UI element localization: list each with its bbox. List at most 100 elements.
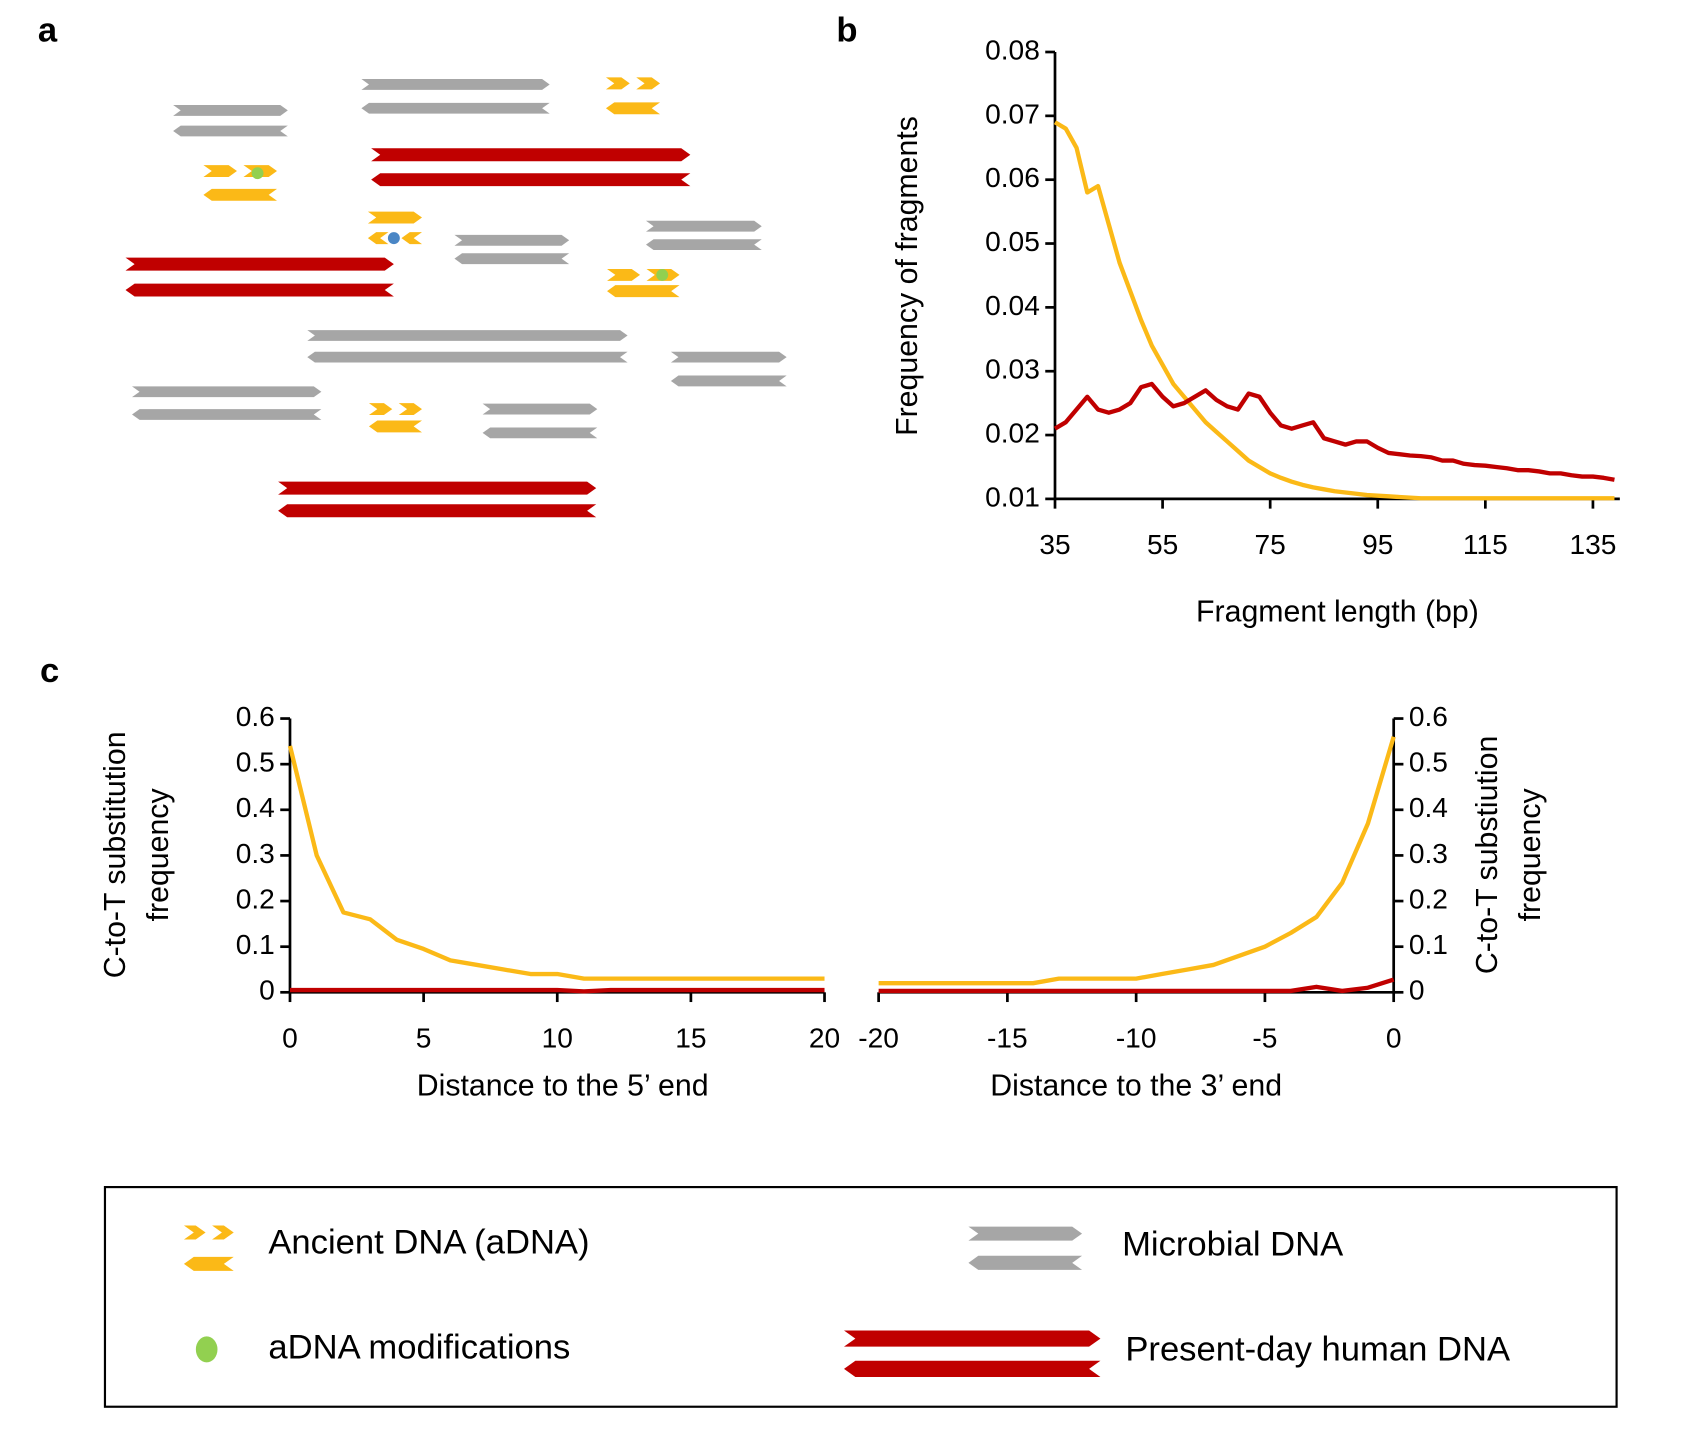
dna-strand <box>183 1256 234 1271</box>
y-tick-label: 0.5 <box>1409 747 1448 778</box>
data-line <box>878 736 1396 986</box>
y-axis-label: frequency <box>142 788 175 922</box>
x-axis-label: Distance to the 5’ end <box>417 1070 709 1103</box>
y-axis-label: C-to-T substitution <box>99 731 132 978</box>
dna-strand <box>401 232 422 245</box>
dna-strand <box>132 409 322 420</box>
x-tick-label: 0 <box>282 1022 298 1053</box>
dna-strand <box>607 285 680 298</box>
y-axis-label: C-to-T substiution <box>1471 736 1504 974</box>
x-axis-label: Distance to the 3’ end <box>990 1070 1282 1103</box>
legend-label: Microbial DNA <box>1122 1226 1344 1264</box>
dna-strand <box>670 351 787 363</box>
x-tick-label: 0 <box>1386 1022 1402 1053</box>
dna-strand <box>607 268 641 281</box>
x-tick-label: 55 <box>1147 529 1178 560</box>
data-line <box>289 987 825 994</box>
dna-strand <box>212 1225 234 1240</box>
panel-label: c <box>40 652 59 690</box>
dna-strand <box>368 403 393 416</box>
y-tick-label: 0.5 <box>236 747 275 778</box>
y-tick-label: 0.3 <box>236 838 275 869</box>
dna-strand <box>968 1226 1083 1241</box>
x-tick-label: 95 <box>1362 529 1393 560</box>
data-line <box>287 745 825 981</box>
dna-strand <box>645 239 762 251</box>
x-tick-label: 15 <box>675 1022 706 1053</box>
modification-dot <box>656 268 669 281</box>
y-tick-label: 0.08 <box>985 34 1040 65</box>
dna-diagram <box>125 77 787 518</box>
y-axis-label: frequency <box>1514 788 1547 922</box>
x-axis-label: Fragment length (bp) <box>1196 596 1479 629</box>
x-tick-label: -15 <box>987 1022 1028 1053</box>
x-tick-label: 75 <box>1255 529 1286 560</box>
dna-strand <box>605 102 661 115</box>
dna-strand <box>968 1255 1083 1270</box>
dna-strand <box>482 403 598 415</box>
y-tick-label: 0.06 <box>985 162 1040 193</box>
dna-strand <box>670 375 787 387</box>
y-tick-label: 0.01 <box>985 481 1040 512</box>
x-tick-label: 20 <box>809 1022 840 1053</box>
dna-strand <box>125 257 394 271</box>
x-tick-label: 35 <box>1039 529 1070 560</box>
legend-label: Present-day human DNA <box>1125 1331 1511 1369</box>
dna-strand <box>125 283 394 297</box>
x-tick-label: -20 <box>858 1022 899 1053</box>
dna-strand <box>183 1225 206 1240</box>
y-tick-label: 0 <box>1409 975 1425 1006</box>
x-tick-label: 5 <box>416 1022 432 1053</box>
y-tick-label: 0.6 <box>236 701 275 732</box>
dna-strand <box>367 211 422 224</box>
modification-dot <box>195 1336 218 1363</box>
data-line <box>1053 381 1615 482</box>
dna-strand <box>361 79 550 90</box>
y-tick-label: 0.6 <box>1409 701 1448 732</box>
dna-strand <box>368 420 422 433</box>
dna-strand <box>203 165 237 177</box>
dna-strand <box>278 504 597 518</box>
x-tick-label: 10 <box>542 1022 573 1053</box>
modification-dot <box>387 232 400 245</box>
dna-strand <box>307 330 628 341</box>
legend-box <box>103 1185 1618 1408</box>
legend-label: Ancient DNA (aDNA) <box>268 1224 589 1262</box>
y-tick-label: 0.03 <box>985 354 1040 385</box>
dna-strand <box>398 403 422 416</box>
dna-strand <box>132 386 322 398</box>
dna-strand <box>371 173 691 187</box>
dna-strand <box>454 253 570 265</box>
dna-strand <box>361 102 550 114</box>
modification-dot <box>251 167 264 180</box>
panel-label: a <box>38 12 58 50</box>
x-tick-label: 135 <box>1569 529 1616 560</box>
data-line <box>878 977 1395 994</box>
dna-strand <box>605 77 630 90</box>
x-tick-label: -5 <box>1252 1022 1277 1053</box>
y-tick-label: 0.07 <box>985 98 1040 129</box>
y-tick-label: 0 <box>259 975 275 1006</box>
y-axis-label: Frequency of fragments <box>891 116 924 436</box>
data-line <box>1053 120 1615 501</box>
dna-strand <box>636 77 661 90</box>
y-tick-label: 0.2 <box>236 883 275 914</box>
dna-strand <box>278 481 597 495</box>
dna-strand <box>844 1360 1101 1377</box>
y-tick-label: 0.4 <box>1409 792 1448 823</box>
dna-strand <box>844 1330 1101 1347</box>
x-tick-label: 115 <box>1463 529 1508 560</box>
dna-strand <box>307 351 628 363</box>
y-tick-label: 0.1 <box>236 929 275 960</box>
dna-strand <box>645 220 762 232</box>
y-tick-label: 0.1 <box>1409 929 1448 960</box>
dna-strand <box>173 105 288 116</box>
y-tick-label: 0.04 <box>985 290 1040 321</box>
dna-strand <box>203 188 278 201</box>
legend-label: aDNA modifications <box>268 1329 570 1367</box>
dna-strand <box>482 427 598 439</box>
y-tick-label: 0.3 <box>1409 838 1448 869</box>
legend-icons <box>183 1225 1101 1377</box>
y-tick-label: 0.05 <box>985 226 1040 257</box>
